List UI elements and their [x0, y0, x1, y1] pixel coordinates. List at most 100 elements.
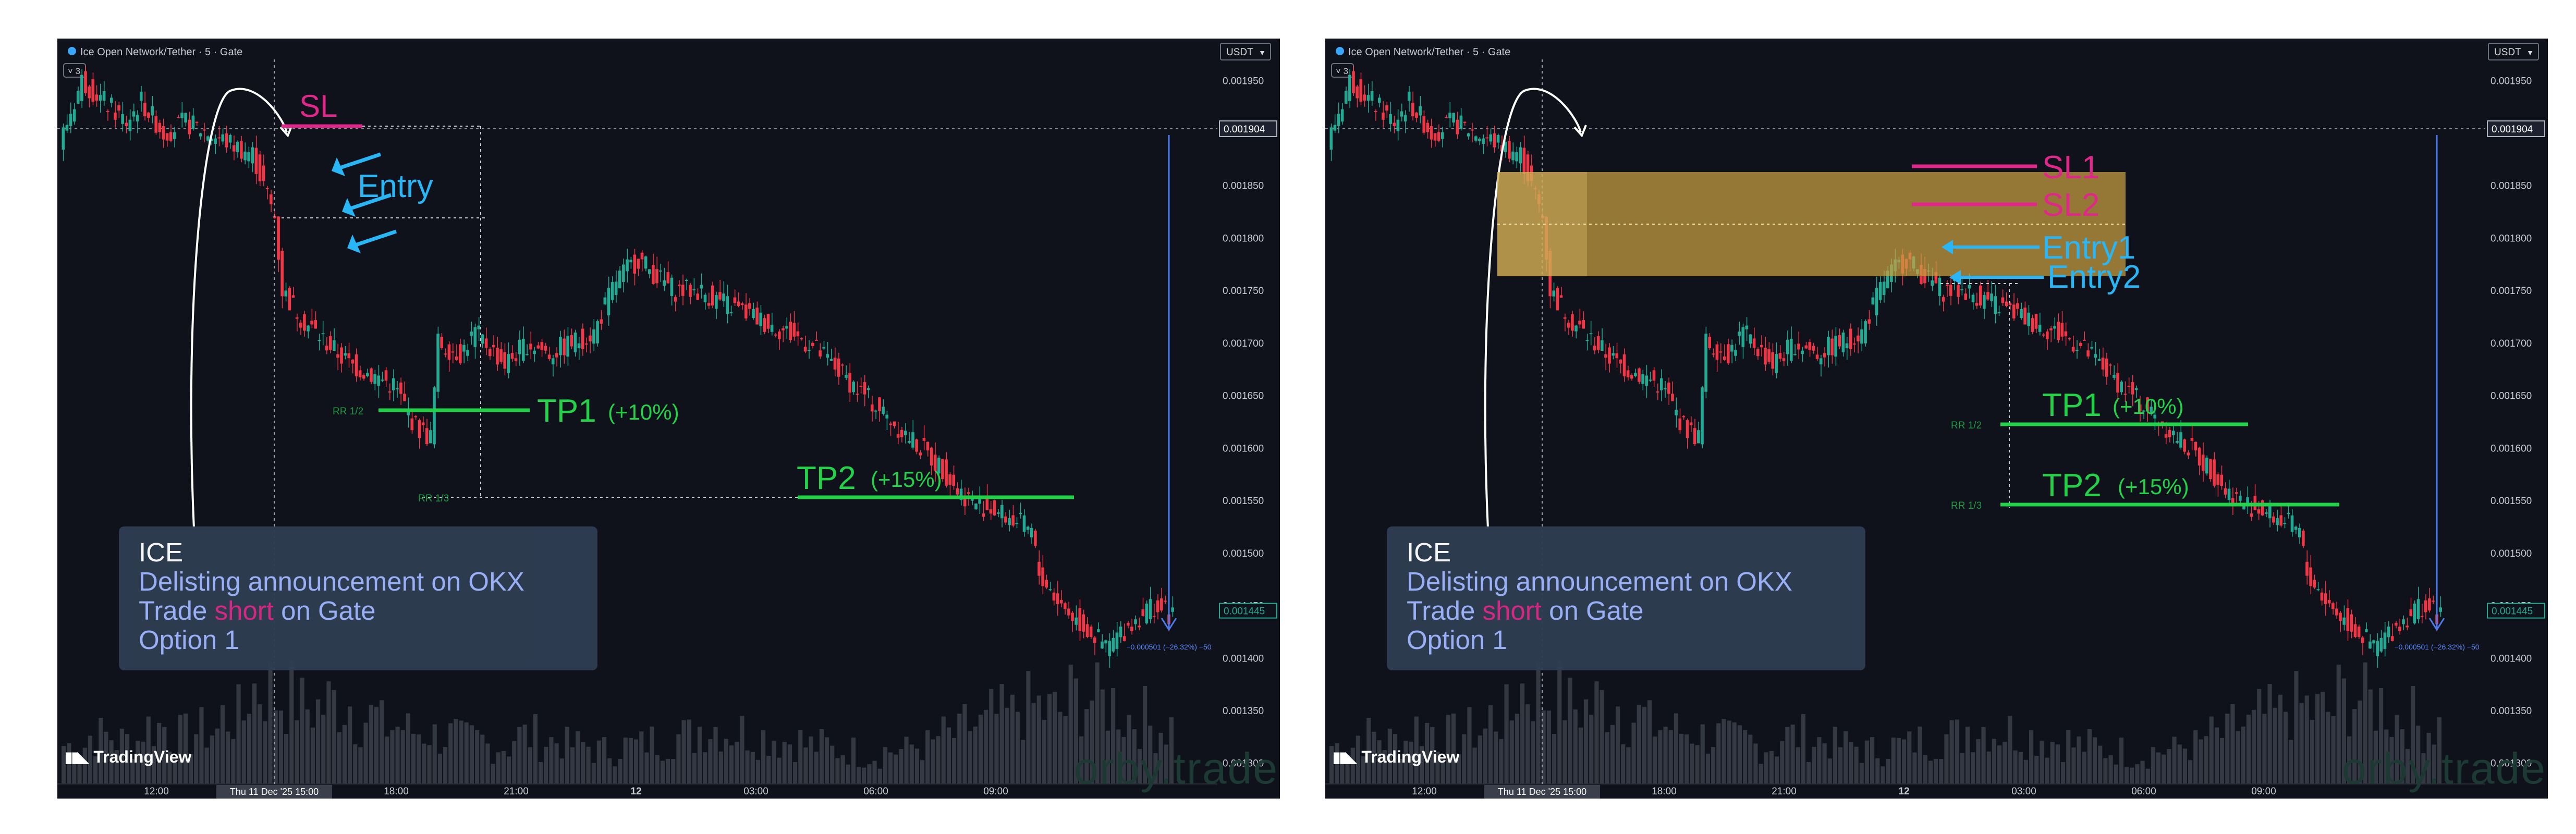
volume-bar	[284, 734, 289, 784]
candle-body	[1682, 416, 1686, 418]
candle-body	[1045, 580, 1048, 588]
candle-body	[265, 188, 269, 189]
candle-body	[2335, 608, 2338, 616]
candle-body	[2224, 488, 2227, 495]
candle-body	[1693, 428, 1696, 445]
volume-bar	[380, 700, 384, 784]
info-line-2: Trade short on Gate	[139, 596, 578, 626]
candle-body	[863, 382, 866, 395]
volume-bar	[1748, 734, 1753, 784]
volume-bar	[1137, 749, 1142, 784]
chart-panel-option-2[interactable]: Ice Open Network/Tether · 5 · Gate ˅ 3 0.0…	[1325, 39, 2548, 799]
candle-body	[629, 260, 632, 263]
candle-body	[577, 343, 581, 349]
candle-body	[399, 382, 402, 394]
entry-arrowhead-2	[342, 198, 356, 217]
candle-body	[644, 256, 648, 269]
entry2-label: Entry2	[2047, 259, 2141, 295]
candle-body	[640, 252, 644, 260]
chart-canvas[interactable]: Ice Open Network/Tether · 5 · Gate˅ 3 0.0…	[57, 39, 1280, 799]
candle-body	[1160, 598, 1163, 611]
tradingview-logo[interactable]: ▮▮◣ TradingView	[65, 747, 191, 767]
candle-body	[2057, 322, 2060, 340]
candle-body	[1004, 516, 1007, 523]
candle-body	[1374, 111, 1377, 112]
chart-panel-option-1[interactable]: Ice Open Network/Tether · 5 · Gate ˅ 3 0.0…	[57, 39, 1280, 799]
candle-body	[1344, 90, 1348, 104]
volume-bar	[2310, 719, 2314, 784]
candle-body	[1448, 113, 1451, 118]
candle-body	[1845, 343, 1849, 349]
candle-body	[433, 387, 436, 445]
volume-bar	[2241, 726, 2245, 784]
candle-body	[1119, 627, 1122, 637]
candle-body	[1771, 352, 1774, 369]
price-tick-label: 0.001300	[2490, 758, 2532, 769]
candle-body	[1775, 354, 1778, 373]
time-tick-label: 03:00	[743, 786, 768, 797]
candle-body	[689, 285, 692, 297]
candle-body	[611, 282, 614, 300]
volume-bar	[1483, 728, 1487, 784]
candle-body	[1808, 342, 1812, 350]
volume-bar	[2029, 730, 2034, 784]
candle-body	[121, 114, 124, 124]
candle-body	[1841, 332, 1845, 352]
candle-body	[1459, 115, 1463, 129]
volume-bar	[1478, 735, 1482, 784]
volume-bar	[1504, 684, 1509, 784]
candle-body	[1026, 526, 1030, 530]
volume-bar	[1981, 727, 1986, 784]
candle-body	[1983, 295, 1986, 309]
volume-bar	[1073, 678, 1078, 784]
price-tick-label: 0.001350	[2490, 706, 2532, 717]
candle-body	[1419, 106, 1422, 116]
volume-bar	[199, 707, 204, 784]
candle-body	[2365, 629, 2368, 632]
candle-body	[481, 334, 484, 344]
volume-bar	[295, 720, 299, 784]
volume-bar	[1111, 688, 1116, 784]
volume-bar	[761, 730, 766, 784]
volume-bar	[973, 726, 978, 784]
candle-body	[232, 145, 236, 152]
volume-bar	[634, 739, 639, 784]
candle-body	[740, 303, 744, 305]
candle-body	[1445, 117, 1448, 118]
volume-bar	[2066, 729, 2071, 784]
candle-body	[1604, 354, 1607, 358]
candle-body	[2194, 441, 2197, 451]
candle-body	[2153, 414, 2157, 419]
volume-bar	[1153, 753, 1158, 784]
candle-body	[2038, 325, 2042, 332]
volume-bar	[2379, 688, 2384, 784]
volume-bar	[496, 752, 500, 784]
price-tick-label: 0.001800	[2490, 233, 2532, 244]
candle-body	[1064, 603, 1067, 609]
watermark: orby.trade	[1074, 744, 1278, 793]
sl-label: SL	[299, 89, 337, 124]
volume-bar	[1902, 739, 1907, 784]
volume-bar	[82, 747, 87, 784]
volume-bar	[708, 739, 713, 784]
chart-canvas[interactable]: Ice Open Network/Tether · 5 · Gate˅ 3 0.0…	[1325, 39, 2548, 799]
candle-body	[526, 354, 529, 355]
candle-body	[484, 338, 488, 348]
volume-bar	[644, 752, 649, 784]
volume-bar	[819, 729, 824, 784]
candle-body	[1385, 105, 1388, 111]
candle-body	[637, 259, 640, 269]
candle-body	[1356, 86, 1359, 99]
volume-bar	[894, 754, 898, 784]
candle-body	[1370, 91, 1374, 101]
currency-selector[interactable]: USDT ▼	[1220, 43, 1271, 60]
volume-bar	[2304, 695, 2309, 784]
currency-selector[interactable]: USDT ▼	[2488, 43, 2539, 60]
candle-body	[926, 441, 930, 451]
volume-bar	[618, 758, 622, 784]
volume-bar	[2416, 726, 2421, 784]
candle-body	[384, 370, 388, 381]
volume-bar	[766, 756, 771, 784]
tradingview-logo[interactable]: ▮▮◣ TradingView	[1333, 747, 1459, 767]
candle-body	[2090, 347, 2094, 349]
